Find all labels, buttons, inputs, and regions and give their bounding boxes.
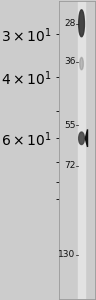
Ellipse shape — [79, 10, 84, 37]
Bar — [78, 1, 85, 299]
Ellipse shape — [79, 132, 84, 145]
Text: 36: 36 — [64, 57, 75, 66]
Text: 130: 130 — [58, 250, 75, 259]
Ellipse shape — [80, 57, 83, 70]
Text: 55: 55 — [64, 121, 75, 130]
Polygon shape — [85, 129, 88, 147]
Text: 72: 72 — [64, 161, 75, 170]
Text: 28: 28 — [64, 20, 75, 28]
